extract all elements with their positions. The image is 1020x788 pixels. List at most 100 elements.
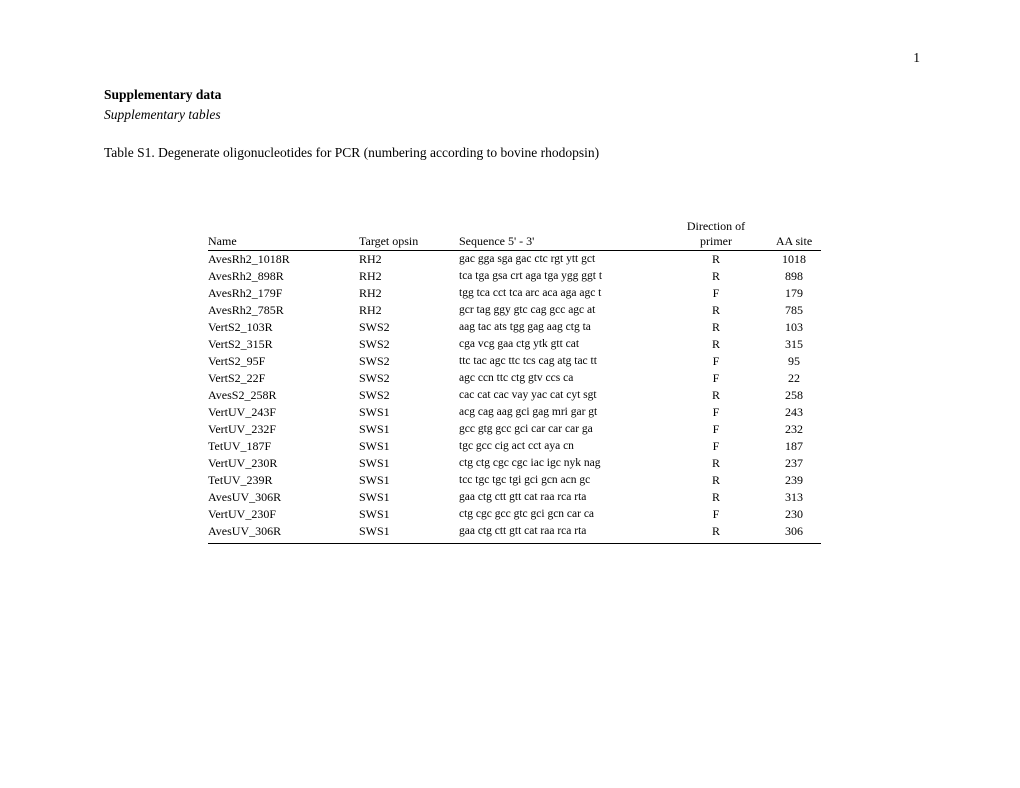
page-content: Supplementary data Supplementary tables … [0,0,1020,544]
table-cell: cga vcg gaa ctg ytk gtt cat [459,336,673,353]
table-cell: SWS2 [359,353,459,370]
table-cell: ctg ctg cgc cgc iac igc nyk nag [459,455,673,472]
table-cell: R [673,302,767,319]
table-cell: R [673,268,767,285]
table-cell: F [673,404,767,421]
table-cell: SWS2 [359,387,459,404]
table-header-row: Name Target opsin Sequence 5' - 3' Direc… [208,219,821,251]
table-cell: VertS2_95F [208,353,359,370]
table-cell: agc ccn ttc ctg gtv ccs ca [459,370,673,387]
table-cell: AvesRh2_1018R [208,251,359,269]
table-caption: Table S1. Degenerate oligonucleotides fo… [104,145,920,161]
table-cell: R [673,336,767,353]
table-cell: tgg tca cct tca arc aca aga agc t [459,285,673,302]
table-cell: R [673,319,767,336]
table-cell: gcc gtg gcc gci car car car ga [459,421,673,438]
table-cell: VertUV_232F [208,421,359,438]
table-row: TetUV_187FSWS1tgc gcc cig act cct aya cn… [208,438,821,455]
table-cell: VertUV_230F [208,506,359,523]
table-cell: 315 [767,336,821,353]
col-header-name: Name [208,219,359,251]
table-row: VertUV_230FSWS1ctg cgc gcc gtc gci gcn c… [208,506,821,523]
table-cell: gaa ctg ctt gtt cat raa rca rta [459,489,673,506]
table-row: VertUV_243FSWS1acg cag aag gci gag mri g… [208,404,821,421]
table-row: AvesRh2_898RRH2tca tga gsa crt aga tga y… [208,268,821,285]
table-cell: VertS2_103R [208,319,359,336]
table-row: VertS2_103RSWS2aag tac ats tgg gag aag c… [208,319,821,336]
table-cell: 243 [767,404,821,421]
table-cell: AvesRh2_785R [208,302,359,319]
table-cell: SWS1 [359,404,459,421]
table-row: VertS2_95FSWS2ttc tac agc ttc tcs cag at… [208,353,821,370]
section-title: Supplementary data [104,87,920,103]
table-row: AvesRh2_1018RRH2gac gga sga gac ctc rgt … [208,251,821,269]
table-cell: 95 [767,353,821,370]
table-cell: AvesUV_306R [208,489,359,506]
table-cell: F [673,506,767,523]
col-header-aasite: AA site [767,219,821,251]
table-cell: SWS2 [359,336,459,353]
table-cell: ttc tac agc ttc tcs cag atg tac tt [459,353,673,370]
table-row: AvesRh2_179FRH2tgg tca cct tca arc aca a… [208,285,821,302]
table-cell: 258 [767,387,821,404]
table-cell: F [673,285,767,302]
col-header-sequence: Sequence 5' - 3' [459,219,673,251]
table-cell: SWS2 [359,370,459,387]
table-cell: VertS2_315R [208,336,359,353]
table-cell: TetUV_239R [208,472,359,489]
table-cell: 237 [767,455,821,472]
table-cell: F [673,353,767,370]
table-row: AvesUV_306RSWS1gaa ctg ctt gtt cat raa r… [208,489,821,506]
table-cell: TetUV_187F [208,438,359,455]
table-cell: 187 [767,438,821,455]
table-cell: gaa ctg ctt gtt cat raa rca rta [459,523,673,544]
table-row: TetUV_239RSWS1tcc tgc tgc tgi gci gcn ac… [208,472,821,489]
table-cell: SWS1 [359,455,459,472]
table-cell: 230 [767,506,821,523]
table-cell: 179 [767,285,821,302]
table-cell: 306 [767,523,821,544]
table-row: AvesRh2_785RRH2gcr tag ggy gtc cag gcc a… [208,302,821,319]
table-cell: SWS1 [359,489,459,506]
table-cell: 313 [767,489,821,506]
table-cell: cac cat cac vay yac cat cyt sgt [459,387,673,404]
table-cell: RH2 [359,285,459,302]
col-header-target: Target opsin [359,219,459,251]
table-wrapper: Name Target opsin Sequence 5' - 3' Direc… [208,219,920,544]
table-cell: RH2 [359,268,459,285]
table-row: VertUV_232FSWS1gcc gtg gcc gci car car c… [208,421,821,438]
table-cell: ctg cgc gcc gtc gci gcn car ca [459,506,673,523]
table-cell: tcc tgc tgc tgi gci gcn acn gc [459,472,673,489]
table-cell: F [673,438,767,455]
table-cell: VertUV_230R [208,455,359,472]
table-cell: VertUV_243F [208,404,359,421]
table-cell: aag tac ats tgg gag aag ctg ta [459,319,673,336]
table-cell: SWS1 [359,421,459,438]
table-cell: SWS1 [359,472,459,489]
table-row: AvesS2_258RSWS2cac cat cac vay yac cat c… [208,387,821,404]
table-cell: AvesS2_258R [208,387,359,404]
page-number: 1 [913,50,920,66]
table-cell: SWS2 [359,319,459,336]
table-row: VertS2_315RSWS2cga vcg gaa ctg ytk gtt c… [208,336,821,353]
table-cell: F [673,421,767,438]
table-cell: SWS1 [359,438,459,455]
table-cell: 785 [767,302,821,319]
subsection-title: Supplementary tables [104,107,920,123]
table-cell: R [673,455,767,472]
table-cell: F [673,370,767,387]
table-cell: R [673,523,767,544]
table-cell: R [673,472,767,489]
primer-table: Name Target opsin Sequence 5' - 3' Direc… [208,219,821,544]
table-cell: AvesUV_306R [208,523,359,544]
table-cell: tca tga gsa crt aga tga ygg ggt t [459,268,673,285]
table-cell: tgc gcc cig act cct aya cn [459,438,673,455]
table-cell: R [673,387,767,404]
table-cell: SWS1 [359,506,459,523]
table-cell: 239 [767,472,821,489]
table-cell: 232 [767,421,821,438]
table-cell: AvesRh2_179F [208,285,359,302]
table-row: VertS2_22FSWS2agc ccn ttc ctg gtv ccs ca… [208,370,821,387]
table-cell: 1018 [767,251,821,269]
table-row: AvesUV_306RSWS1gaa ctg ctt gtt cat raa r… [208,523,821,544]
